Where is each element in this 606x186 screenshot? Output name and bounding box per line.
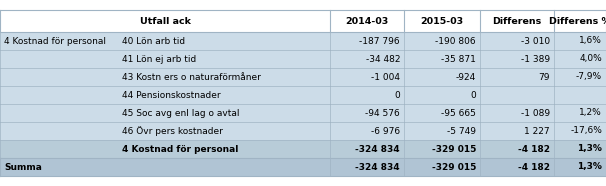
Text: -6 976: -6 976 [371,126,400,135]
Text: -329 015: -329 015 [431,145,476,153]
Text: 45 Soc avg enl lag o avtal: 45 Soc avg enl lag o avtal [122,108,239,118]
Text: -5 749: -5 749 [447,126,476,135]
Text: 0: 0 [470,91,476,100]
Text: 1 227: 1 227 [524,126,550,135]
Text: -7,9%: -7,9% [576,73,602,81]
Text: 4 Kostnad för personal: 4 Kostnad för personal [4,36,106,46]
Text: 46 Övr pers kostnader: 46 Övr pers kostnader [122,126,223,136]
Text: 79: 79 [539,73,550,81]
Text: -4 182: -4 182 [518,163,550,171]
Text: -1 089: -1 089 [521,108,550,118]
Text: -329 015: -329 015 [431,163,476,171]
Bar [0,122,606,140]
Text: 1,3%: 1,3% [577,163,602,171]
Bar [0,104,606,122]
Text: 1,3%: 1,3% [577,145,602,153]
Text: -95 665: -95 665 [441,108,476,118]
Text: Utfall ack: Utfall ack [139,17,190,25]
Text: 4 Kostnad för personal: 4 Kostnad för personal [122,145,238,153]
Text: -324 834: -324 834 [355,163,400,171]
Bar [0,32,606,50]
Text: 40 Lön arb tid: 40 Lön arb tid [122,36,185,46]
Text: -17,6%: -17,6% [570,126,602,135]
Text: 0: 0 [395,91,400,100]
Text: -1 389: -1 389 [521,54,550,63]
Text: -4 182: -4 182 [518,145,550,153]
Bar [0,158,606,176]
Bar [0,86,606,104]
Bar [0,50,606,68]
Text: -187 796: -187 796 [359,36,400,46]
Bar [0,10,606,32]
Text: 41 Lön ej arb tid: 41 Lön ej arb tid [122,54,196,63]
Text: 4,0%: 4,0% [579,54,602,63]
Text: -35 871: -35 871 [441,54,476,63]
Text: 1,6%: 1,6% [579,36,602,46]
Text: 2014-03: 2014-03 [345,17,388,25]
Text: 2015-03: 2015-03 [421,17,464,25]
Text: -324 834: -324 834 [355,145,400,153]
Text: Summa: Summa [4,163,42,171]
Text: 43 Kostn ers o naturaförmåner: 43 Kostn ers o naturaförmåner [122,73,261,81]
Text: Differens: Differens [492,17,542,25]
Text: -924: -924 [456,73,476,81]
Bar [0,140,606,158]
Text: Differens %: Differens % [549,17,606,25]
Text: -3 010: -3 010 [521,36,550,46]
Text: 44 Pensionskostnader: 44 Pensionskostnader [122,91,221,100]
Text: -94 576: -94 576 [365,108,400,118]
Bar [0,68,606,86]
Text: -1 004: -1 004 [371,73,400,81]
Text: -34 482: -34 482 [365,54,400,63]
Text: -190 806: -190 806 [435,36,476,46]
Text: 1,2%: 1,2% [579,108,602,118]
